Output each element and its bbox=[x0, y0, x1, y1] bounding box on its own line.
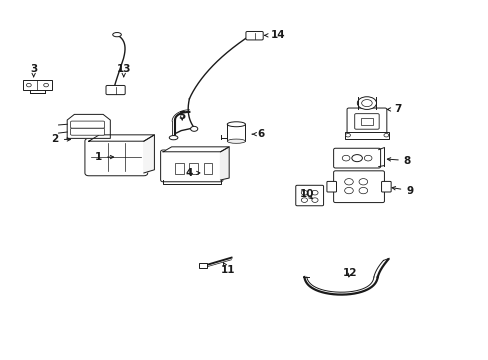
Ellipse shape bbox=[227, 122, 245, 127]
Ellipse shape bbox=[342, 155, 349, 161]
FancyBboxPatch shape bbox=[23, 80, 52, 90]
Text: 12: 12 bbox=[342, 269, 356, 279]
FancyBboxPatch shape bbox=[70, 121, 104, 128]
FancyBboxPatch shape bbox=[326, 181, 336, 192]
Text: 10: 10 bbox=[299, 189, 313, 199]
Text: 7: 7 bbox=[386, 104, 401, 114]
Text: 11: 11 bbox=[220, 262, 235, 275]
Ellipse shape bbox=[364, 155, 371, 161]
Ellipse shape bbox=[169, 136, 178, 140]
Ellipse shape bbox=[311, 198, 317, 202]
Ellipse shape bbox=[301, 198, 307, 202]
Ellipse shape bbox=[357, 97, 376, 109]
FancyBboxPatch shape bbox=[245, 31, 263, 40]
Polygon shape bbox=[143, 135, 154, 173]
FancyBboxPatch shape bbox=[160, 150, 223, 182]
Ellipse shape bbox=[190, 126, 197, 131]
Text: 4: 4 bbox=[185, 168, 200, 178]
Text: 8: 8 bbox=[386, 156, 410, 166]
Ellipse shape bbox=[361, 100, 371, 107]
FancyBboxPatch shape bbox=[345, 132, 388, 139]
Text: 5: 5 bbox=[178, 112, 185, 121]
Text: 13: 13 bbox=[116, 64, 131, 77]
Polygon shape bbox=[220, 147, 229, 180]
FancyBboxPatch shape bbox=[70, 128, 104, 135]
Ellipse shape bbox=[227, 139, 245, 143]
FancyBboxPatch shape bbox=[175, 163, 183, 174]
Ellipse shape bbox=[358, 188, 367, 194]
FancyBboxPatch shape bbox=[199, 262, 207, 268]
FancyBboxPatch shape bbox=[333, 171, 384, 203]
Ellipse shape bbox=[43, 83, 48, 87]
Ellipse shape bbox=[301, 190, 307, 195]
Text: 3: 3 bbox=[30, 64, 37, 77]
FancyBboxPatch shape bbox=[295, 185, 323, 206]
FancyBboxPatch shape bbox=[106, 85, 125, 95]
Text: 1: 1 bbox=[95, 152, 113, 162]
Polygon shape bbox=[89, 135, 154, 141]
FancyBboxPatch shape bbox=[203, 163, 212, 174]
Ellipse shape bbox=[344, 188, 352, 194]
Ellipse shape bbox=[358, 179, 367, 185]
Text: 6: 6 bbox=[252, 129, 264, 139]
FancyBboxPatch shape bbox=[346, 108, 386, 134]
FancyBboxPatch shape bbox=[381, 181, 390, 192]
Polygon shape bbox=[163, 147, 229, 152]
Polygon shape bbox=[67, 114, 110, 138]
FancyBboxPatch shape bbox=[189, 163, 198, 174]
FancyBboxPatch shape bbox=[354, 114, 378, 129]
FancyBboxPatch shape bbox=[85, 138, 147, 176]
Ellipse shape bbox=[311, 190, 317, 195]
Ellipse shape bbox=[345, 134, 350, 137]
Ellipse shape bbox=[344, 179, 352, 185]
Ellipse shape bbox=[26, 83, 31, 87]
Ellipse shape bbox=[112, 32, 121, 37]
Ellipse shape bbox=[351, 154, 362, 162]
Text: 2: 2 bbox=[51, 134, 70, 144]
FancyBboxPatch shape bbox=[360, 118, 372, 125]
Ellipse shape bbox=[383, 134, 388, 137]
FancyBboxPatch shape bbox=[227, 124, 245, 141]
Text: 9: 9 bbox=[391, 186, 412, 195]
Text: 14: 14 bbox=[264, 30, 285, 40]
FancyBboxPatch shape bbox=[333, 148, 380, 168]
